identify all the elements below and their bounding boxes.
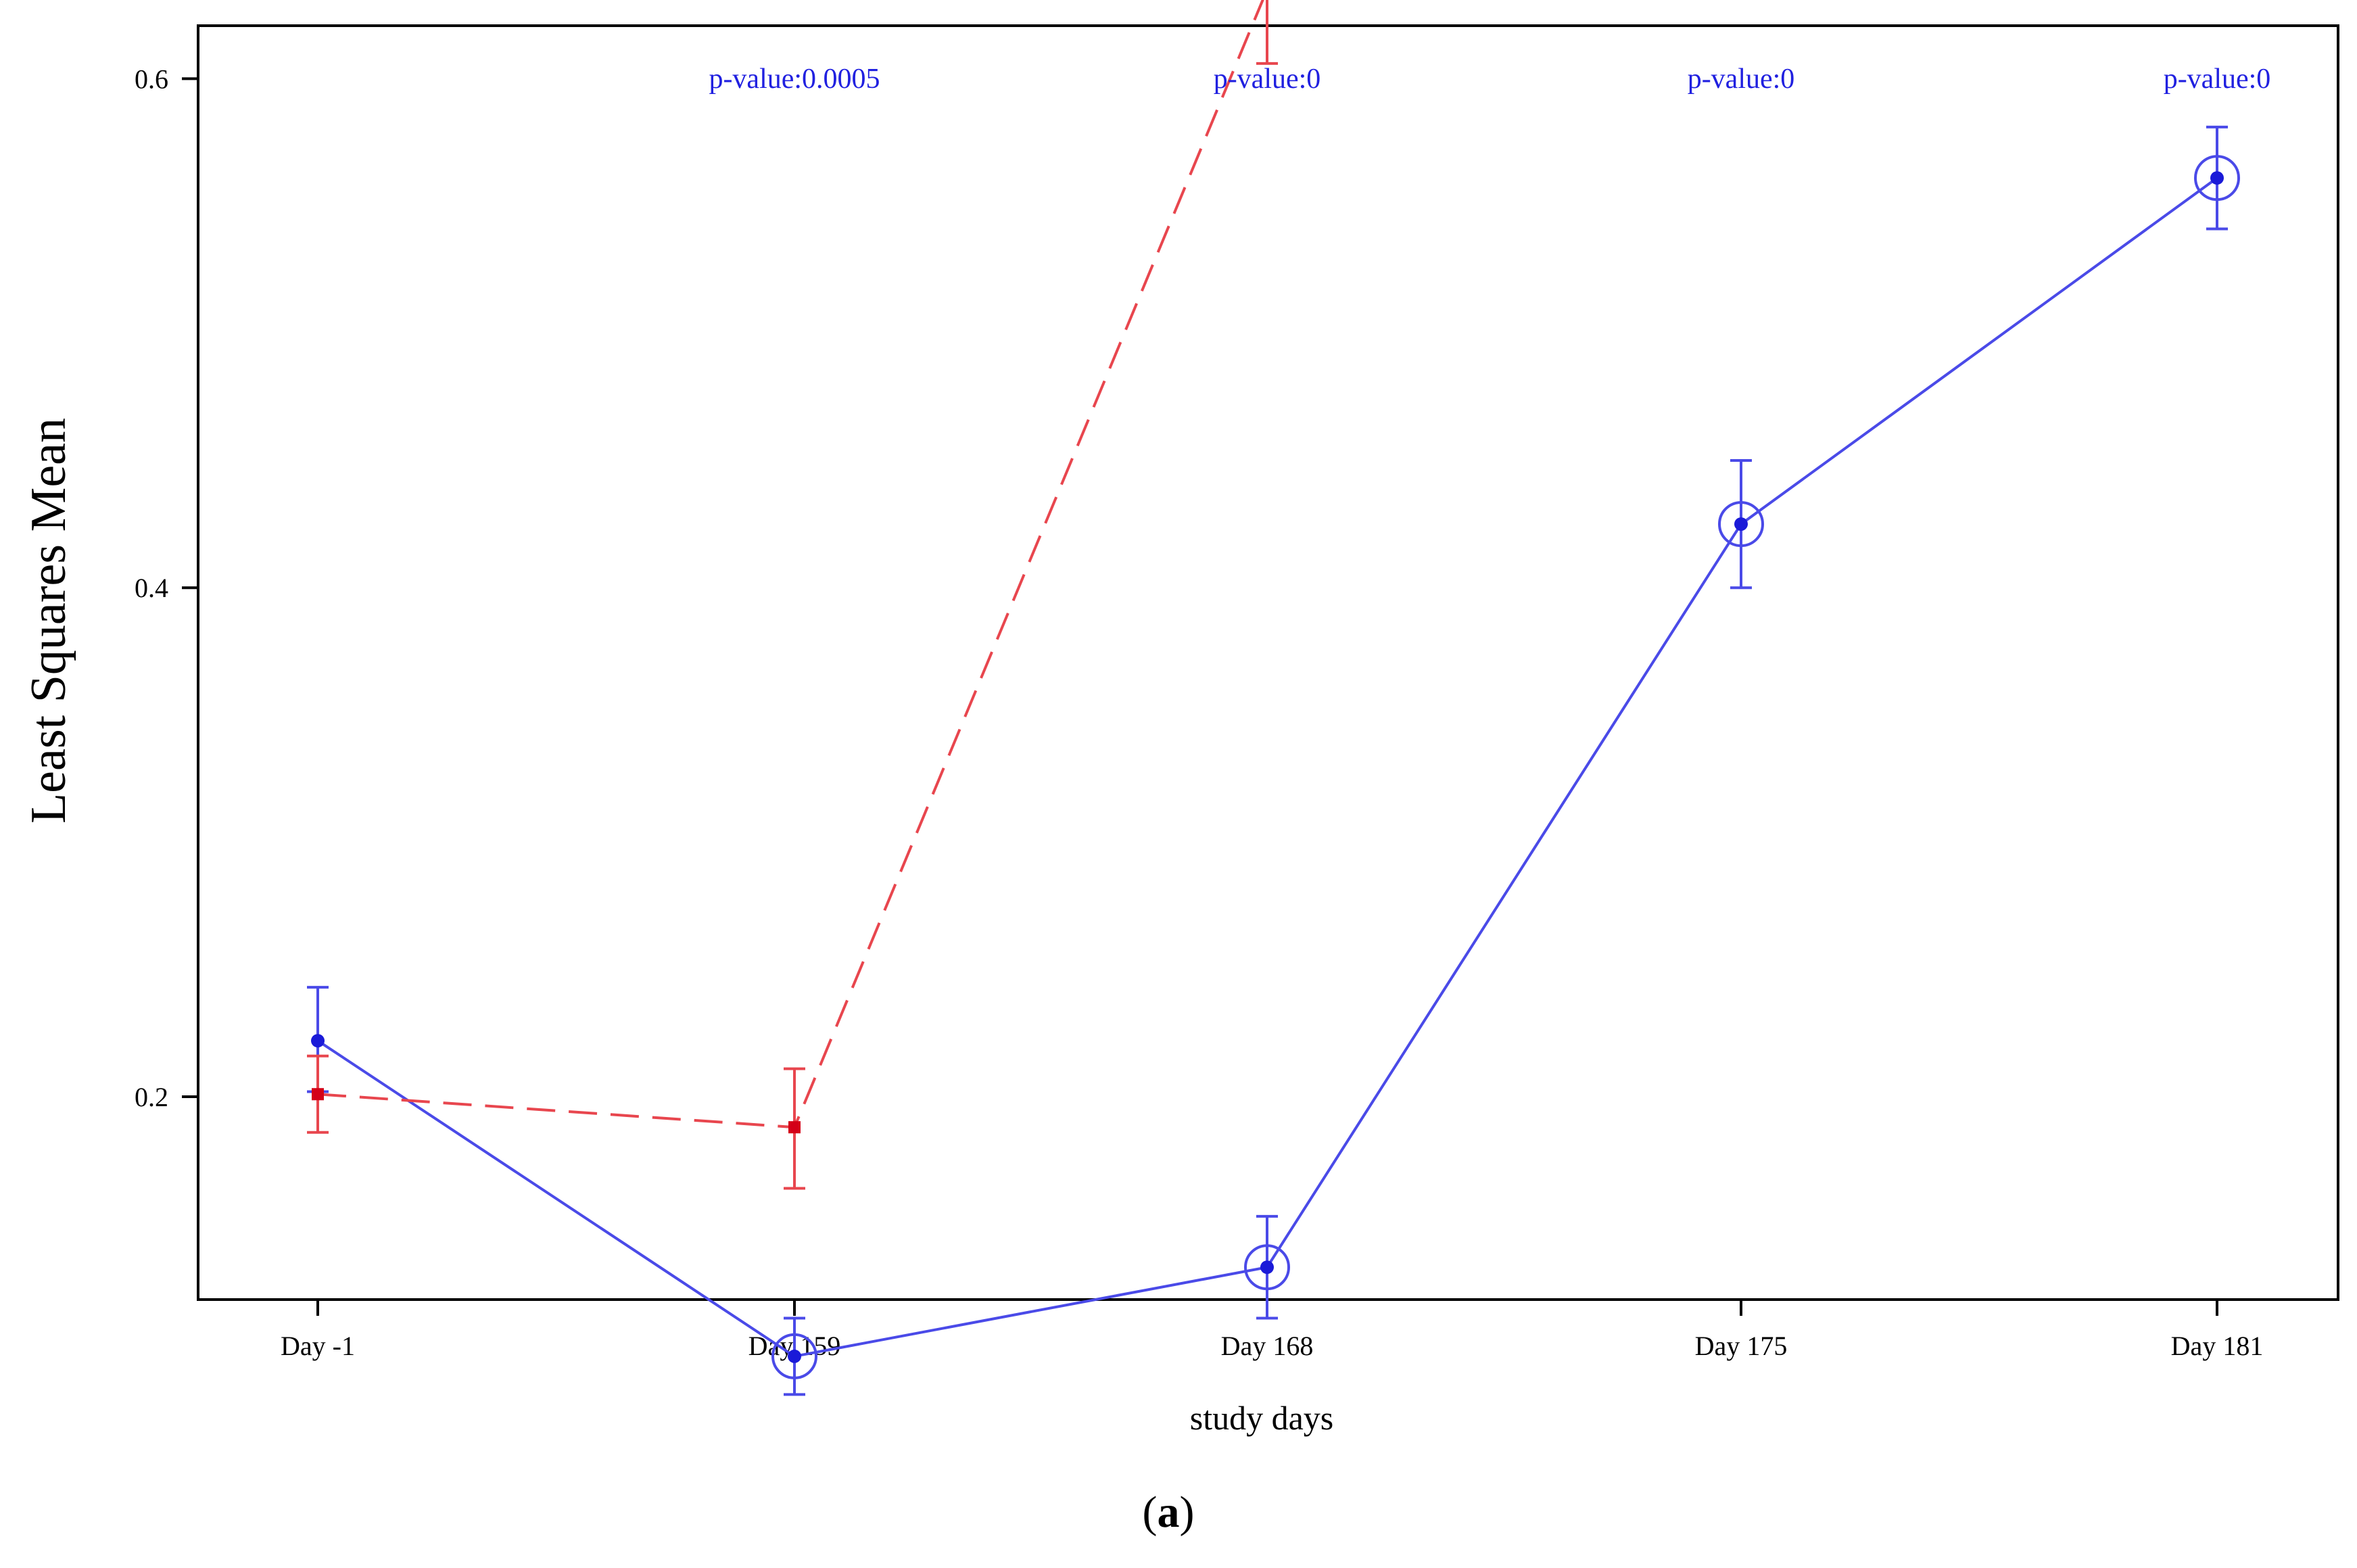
data-point-blue bbox=[1734, 517, 1748, 531]
p-value-label: p-value:0.0005 bbox=[709, 64, 880, 95]
x-tick-label: Day 168 bbox=[1221, 1331, 1314, 1361]
caption-open-paren: ( bbox=[1143, 1488, 1158, 1537]
significance-ring bbox=[1244, 1244, 1290, 1291]
annotation-layer: p-value:0.0005 p-value:0 p-value:0 p-value:… bbox=[709, 64, 2270, 95]
y-axis-title: Least Squares Mean bbox=[21, 418, 76, 824]
series-red bbox=[307, 0, 1278, 1190]
x-tick-label: Day 175 bbox=[1695, 1331, 1788, 1361]
data-point-red bbox=[788, 1121, 801, 1134]
y-axis: 0.20.40.60.81.0 bbox=[135, 64, 198, 1112]
x-axis-title: study days bbox=[1190, 1399, 1334, 1437]
caption-close-paren: ) bbox=[1180, 1488, 1195, 1537]
significance-ring bbox=[2194, 155, 2240, 201]
y-tick-label: 0.6 bbox=[135, 64, 168, 94]
x-tick-label: Day -1 bbox=[281, 1331, 355, 1361]
data-point-blue bbox=[1260, 1260, 1274, 1275]
significance-ring bbox=[1718, 501, 1764, 548]
data-point-blue bbox=[2210, 171, 2224, 185]
data-point-red bbox=[312, 1088, 324, 1101]
series-layer bbox=[307, 0, 2240, 1396]
data-point-blue bbox=[311, 1034, 325, 1048]
p-value-label: p-value:0 bbox=[1688, 64, 1795, 95]
error-bar-red bbox=[1256, 0, 1278, 65]
series-line-red bbox=[317, 0, 1264, 1129]
series-blue bbox=[307, 125, 2240, 1396]
p-value-label: p-value:0 bbox=[2164, 64, 2271, 95]
figure-caption: (a) bbox=[1143, 1488, 1195, 1537]
significance-ring bbox=[771, 1333, 817, 1379]
x-tick-label: Day 181 bbox=[2171, 1331, 2264, 1361]
p-value-label: p-value:0 bbox=[1214, 64, 1321, 95]
y-tick-label: 0.2 bbox=[135, 1082, 168, 1112]
caption-letter: a bbox=[1158, 1488, 1180, 1537]
y-tick-label: 0.4 bbox=[135, 573, 168, 603]
data-point-blue bbox=[788, 1349, 801, 1363]
